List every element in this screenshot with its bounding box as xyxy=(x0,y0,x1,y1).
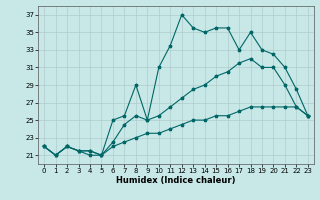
X-axis label: Humidex (Indice chaleur): Humidex (Indice chaleur) xyxy=(116,176,236,185)
